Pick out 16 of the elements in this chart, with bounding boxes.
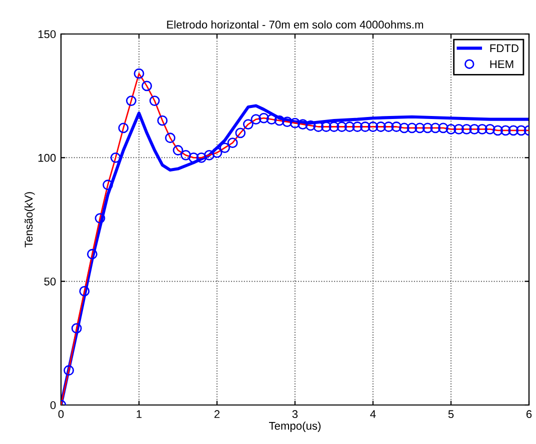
x-tick-label: 0 (58, 410, 64, 418)
y-tick-label: 100 (38, 154, 56, 162)
x-axis-title: Tempo(us) (269, 422, 321, 432)
x-tick-label: 6 (526, 410, 532, 418)
chart-title: Eletrodo horizontal - 70m em solo com 4000ohms.m (167, 20, 424, 29)
x-tick-label: 3 (292, 410, 298, 418)
y-axis-title: Tensão(kV) (24, 192, 35, 248)
y-tick-label: 50 (44, 278, 56, 286)
y-tick-label: 150 (38, 30, 56, 38)
y-tick-label: 0 (50, 401, 56, 410)
x-tick-label: 4 (370, 410, 376, 418)
x-tick-label: 1 (136, 410, 142, 418)
x-tick-label: 5 (448, 410, 454, 418)
x-tick-label: 2 (214, 410, 220, 418)
legend-label: FDTD (490, 44, 518, 52)
legend-label: HEM (490, 60, 514, 68)
